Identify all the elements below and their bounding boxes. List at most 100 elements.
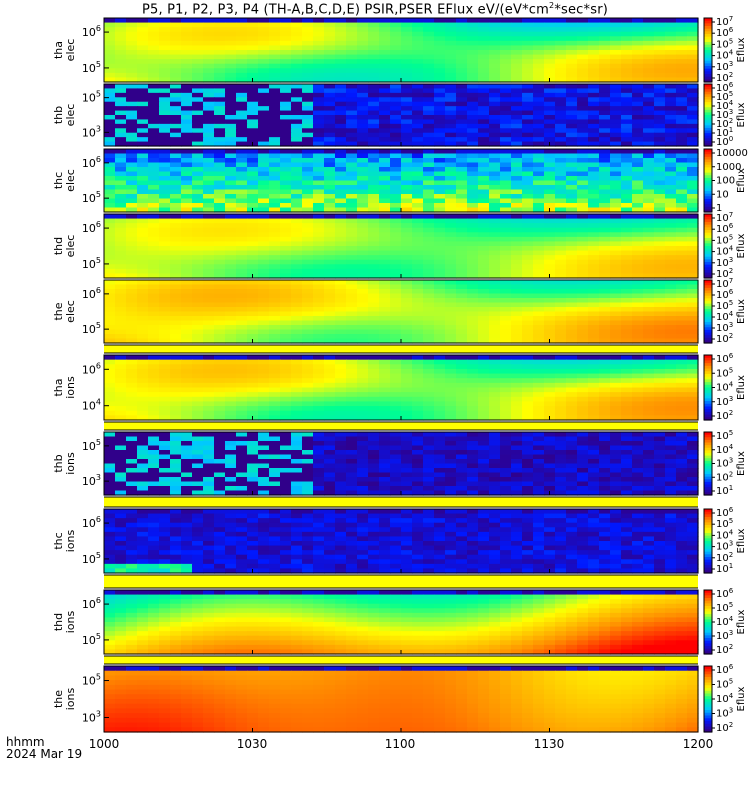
heatmap-cell [379,392,391,398]
heatmap-cell [368,320,380,326]
heatmap-cell [445,84,457,90]
heatmap-cell [654,149,666,155]
heatmap-cell [632,246,644,252]
heatmap-cell [456,77,468,83]
heatmap-cell [346,123,358,129]
heatmap-cell [456,88,468,94]
heatmap-cell [599,128,611,134]
heatmap-cell [170,59,182,65]
heatmap-cell [324,227,336,233]
heatmap-cell [313,88,325,94]
heatmap-cell [236,338,248,344]
heatmap-cell [599,207,611,213]
heatmap-cell [258,203,270,209]
colorbar-segment [704,340,712,344]
heatmap-cell [368,232,380,238]
heatmap-cell [423,273,435,279]
heatmap-cell [390,189,402,195]
heatmap-cell [236,236,248,243]
heatmap-cell [346,22,358,28]
heatmap-cell [434,232,446,238]
heatmap-cell [324,373,336,379]
heatmap-cell [115,307,127,313]
heatmap-cell [203,50,215,56]
heatmap-cell [214,27,226,33]
heatmap-cell [566,232,578,238]
heatmap-cell [423,31,435,37]
heatmap-cell [434,255,446,261]
heatmap-cell [456,176,468,182]
heatmap-cell [445,316,457,322]
heatmap-cell [313,273,325,279]
heatmap-cell [137,218,149,224]
heatmap-cell [115,241,127,247]
heatmap-cell [467,198,479,204]
heatmap-cell [104,401,116,407]
heatmap-cell [291,396,303,403]
heatmap-cell [610,101,622,107]
heatmap-cell [269,63,281,69]
heatmap-cell [203,259,215,265]
heatmap-cell [522,40,534,47]
heatmap-cell [104,189,116,195]
heatmap-cell [368,218,380,224]
heatmap-cell [357,415,369,421]
heatmap-cell [456,255,468,261]
heatmap-cell [401,128,413,134]
heatmap-cell [357,63,369,69]
heatmap-cell [632,45,644,51]
heatmap-cell [500,123,512,129]
heatmap-cell [621,334,633,340]
heatmap-cell [346,198,358,204]
heatmap-cell [280,401,292,407]
heatmap-cell [412,250,424,256]
heatmap-cell [654,158,666,164]
heatmap-cell [489,77,501,83]
heatmap-cell [346,401,358,407]
heatmap-cell [654,207,666,213]
heatmap-cell [181,396,193,403]
heatmap-cell [665,167,677,173]
heatmap-cell [203,101,215,107]
heatmap-cell [181,92,193,98]
heatmap-cell [313,223,325,229]
heatmap-cell [159,246,171,252]
heatmap-cell [269,284,281,290]
heatmap-cell [203,77,215,83]
heatmap-cell [291,132,303,138]
heatmap-cell [247,45,259,51]
colorbar-segment [704,149,712,153]
heatmap-cell [203,88,215,94]
heatmap-cell [522,406,534,412]
heatmap-cell [335,158,347,164]
heatmap-cell [335,54,347,60]
heatmap-cell [181,141,193,147]
heatmap-cell [137,207,149,213]
heatmap-cell [412,54,424,60]
heatmap-cell [390,302,402,308]
heatmap-cell [489,364,501,370]
heatmap-cell [478,176,490,182]
heatmap-cell [137,185,149,191]
heatmap-cell [159,289,171,295]
heatmap-cell [115,334,127,340]
heatmap-cell [269,45,281,51]
heatmap-cell [148,325,160,331]
heatmap-cell [621,167,633,173]
heatmap-cell [566,50,578,56]
heatmap-cell [335,18,347,24]
heatmap-cell [247,153,259,159]
heatmap-cell [291,289,303,295]
heatmap-cell [203,227,215,233]
heatmap-cell [687,36,699,42]
heatmap-cell [632,273,644,279]
heatmap-cell [258,72,270,79]
heatmap-cell [610,54,622,60]
heatmap-cell [236,88,248,94]
heatmap-cell [500,410,512,416]
heatmap-cell [412,232,424,238]
heatmap-cell [280,77,292,83]
heatmap-cell [104,410,116,416]
heatmap-cell [368,115,380,121]
heatmap-cell [291,241,303,247]
